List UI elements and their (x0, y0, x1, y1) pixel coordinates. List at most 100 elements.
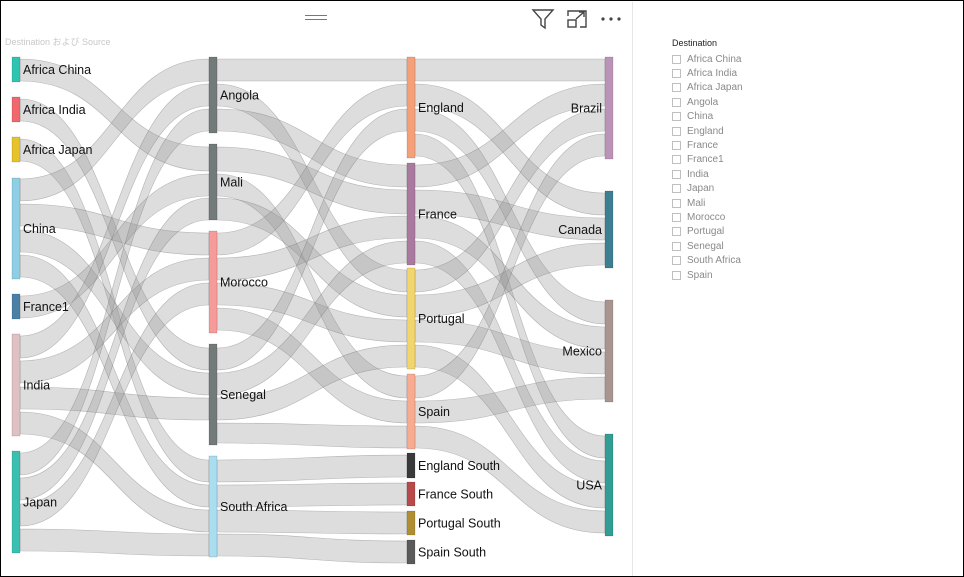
sankey-node[interactable] (11, 56, 21, 83)
sankey-node-label: India (23, 379, 50, 393)
sankey-node[interactable] (11, 96, 21, 123)
more-options-icon[interactable] (599, 8, 623, 30)
sankey-link[interactable] (216, 58, 408, 82)
slicer-item[interactable]: Africa Japan (672, 81, 872, 95)
sankey-node[interactable] (11, 136, 21, 163)
sankey-link[interactable] (216, 533, 408, 564)
visual-header (2, 2, 632, 34)
slicer-item-label: India (687, 168, 709, 180)
sankey-node[interactable] (208, 143, 218, 221)
visual-title: Destination および Source (5, 37, 111, 47)
sankey-chart: Africa China Africa India Africa Japan Chin… (11, 56, 614, 565)
sankey-node[interactable] (208, 56, 218, 134)
focus-mode-icon[interactable] (565, 8, 589, 30)
checkbox[interactable] (672, 256, 681, 266)
sankey-node[interactable] (604, 433, 614, 537)
sankey-node-label: England (418, 101, 464, 115)
slicer-title: Destination (672, 38, 718, 48)
sankey-node[interactable] (604, 190, 614, 269)
slicer-item[interactable]: Africa China (672, 52, 872, 66)
slicer-item[interactable]: Morocco (672, 210, 872, 224)
slicer-item[interactable]: South Africa (672, 253, 872, 267)
checkbox[interactable] (672, 184, 681, 194)
slicer-item[interactable]: Senegal (672, 239, 872, 253)
slicer-item-label: South Africa (687, 255, 741, 267)
slicer-item[interactable]: France (672, 138, 872, 152)
slicer-item-label: Africa India (687, 68, 738, 80)
drag-handle-icon[interactable] (305, 15, 327, 21)
sankey-node[interactable] (208, 230, 218, 334)
checkbox[interactable] (672, 155, 681, 165)
slicer-item-label: Japan (687, 183, 715, 195)
sankey-node[interactable] (406, 373, 416, 450)
sankey-node[interactable] (406, 267, 416, 370)
checkbox[interactable] (672, 241, 681, 251)
slicer-item[interactable]: India (672, 167, 872, 181)
sankey-node-label: Morocco (220, 276, 268, 290)
sankey-link[interactable] (216, 422, 408, 449)
checkbox[interactable] (672, 54, 681, 64)
slicer-item-label: England (687, 125, 724, 137)
sankey-node-label: USA (576, 479, 602, 493)
sankey-node[interactable] (208, 343, 218, 446)
checkbox[interactable] (672, 83, 681, 93)
sankey-node[interactable] (406, 162, 416, 266)
slicer-item-label: France1 (687, 154, 724, 166)
checkbox[interactable] (672, 112, 681, 122)
checkbox[interactable] (672, 227, 681, 237)
sankey-node[interactable] (406, 481, 416, 507)
checkbox[interactable] (672, 270, 681, 280)
slicer-item-label: Spain (687, 269, 713, 281)
sankey-node-label: Japan (23, 496, 57, 510)
slicer-item-label: Portugal (687, 226, 725, 238)
checkbox[interactable] (672, 198, 681, 208)
slicer-item[interactable]: Spain (672, 268, 872, 282)
sankey-node[interactable] (11, 177, 21, 280)
sankey-node[interactable] (406, 510, 416, 536)
slicer-item[interactable]: China (672, 110, 872, 124)
slicer-item-label: France (687, 140, 719, 152)
slicer-item-label: Africa China (687, 53, 742, 65)
sankey-node[interactable] (406, 56, 416, 159)
sankey-node[interactable] (11, 333, 21, 437)
sankey-node-label: France1 (23, 300, 69, 314)
sankey-node-label: Senegal (220, 388, 266, 402)
destination-slicer: Destination Africa China Africa India Afri… (672, 38, 872, 282)
sankey-node-label: Spain (418, 405, 450, 419)
slicer-item[interactable]: Angola (672, 95, 872, 109)
sankey-node-label: Africa China (23, 63, 91, 77)
sankey-node[interactable] (604, 299, 614, 403)
slicer-item[interactable]: Mali (672, 196, 872, 210)
sankey-node-label: Mexico (562, 345, 602, 359)
sankey-link[interactable] (19, 528, 210, 557)
sankey-node[interactable] (208, 455, 218, 558)
sankey-node-label: Africa Japan (23, 143, 93, 157)
sankey-node[interactable] (406, 539, 416, 565)
sankey-link[interactable] (414, 58, 606, 82)
slicer-item[interactable]: France1 (672, 153, 872, 167)
checkbox[interactable] (672, 212, 681, 222)
slicer-item[interactable]: England (672, 124, 872, 138)
sankey-visual[interactable]: Destination および Source Africa China Afric… (2, 2, 633, 576)
checkbox[interactable] (672, 141, 681, 151)
sankey-node[interactable] (11, 450, 21, 554)
sankey-node-label: China (23, 222, 56, 236)
checkbox[interactable] (672, 126, 681, 136)
slicer-item[interactable]: Portugal (672, 225, 872, 239)
slicer-item[interactable]: Africa India (672, 66, 872, 80)
checkbox[interactable] (672, 97, 681, 107)
checkbox[interactable] (672, 69, 681, 79)
slicer-list: Africa China Africa India Africa Japan Ango… (672, 52, 872, 282)
sankey-node[interactable] (11, 293, 21, 320)
sankey-link[interactable] (216, 454, 408, 483)
filter-icon[interactable] (531, 8, 555, 30)
sankey-node-label: Brazil (571, 102, 602, 116)
checkbox[interactable] (672, 169, 681, 179)
slicer-item[interactable]: Japan (672, 182, 872, 196)
slicer-item-label: Senegal (687, 240, 724, 252)
sankey-node[interactable] (406, 452, 416, 479)
sankey-node[interactable] (604, 56, 614, 160)
sankey-node-label: South Africa (220, 500, 287, 514)
slicer-item-label: Morocco (687, 211, 726, 223)
sankey-node-label: Portugal South (418, 517, 501, 531)
